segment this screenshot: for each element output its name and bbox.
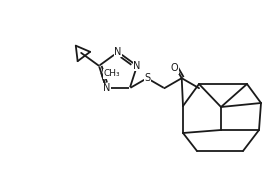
Text: CH₃: CH₃ — [103, 69, 120, 78]
Text: N: N — [114, 47, 122, 57]
Text: S: S — [144, 73, 150, 83]
Text: N: N — [133, 61, 141, 71]
Text: N: N — [103, 83, 110, 93]
Text: O: O — [171, 63, 178, 73]
